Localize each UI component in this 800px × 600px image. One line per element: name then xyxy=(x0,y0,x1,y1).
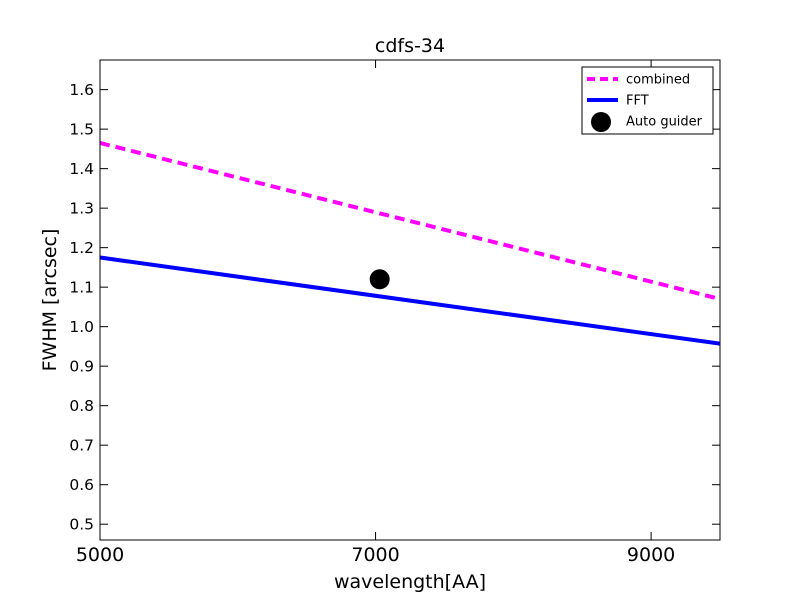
x-tick-label: 7000 xyxy=(351,544,399,566)
y-axis: 0.5 0.6 0.7 0.8 0.9 1.0 1.1 1.2 1.3 1.4 1.5 1.6 xyxy=(69,81,720,534)
y-tick-label: 0.8 xyxy=(69,397,94,415)
x-axis: 5000 7000 9000 xyxy=(76,60,675,566)
x-tick-label: 5000 xyxy=(76,544,124,566)
y-tick-label: 1.6 xyxy=(69,81,94,99)
y-tick-label: 1.0 xyxy=(69,318,94,336)
series-line-combined xyxy=(100,141,720,301)
y-tick-label: 1.4 xyxy=(69,160,94,178)
y-tick-label: 0.5 xyxy=(69,516,94,534)
legend: combined FFT Auto guider xyxy=(581,66,714,135)
chart-title: cdfs-34 xyxy=(375,35,445,57)
y-tick-label: 1.1 xyxy=(69,279,94,297)
series-line-fft xyxy=(100,255,720,346)
series-point-auto-guider xyxy=(369,269,390,290)
legend-label-combined: combined xyxy=(626,73,690,88)
plot-area xyxy=(99,59,721,541)
x-axis-label: wavelength[AA] xyxy=(334,571,486,593)
series-layer xyxy=(100,141,720,346)
legend-label-auto-guider: Auto guider xyxy=(626,115,703,130)
plot-frame xyxy=(99,59,721,541)
y-tick-label: 0.7 xyxy=(69,437,94,455)
y-tick-label: 1.2 xyxy=(69,239,94,257)
x-tick-label: 9000 xyxy=(627,544,675,566)
y-axis-label: FWHM [arcsec] xyxy=(39,229,61,372)
legend-label-fft: FFT xyxy=(626,94,649,109)
y-tick-label: 0.9 xyxy=(69,358,94,376)
y-tick-label: 0.6 xyxy=(69,476,94,494)
legend-swatch-auto-guider xyxy=(591,112,611,132)
y-tick-label: 1.3 xyxy=(69,200,94,218)
y-tick-label: 1.5 xyxy=(69,121,94,139)
